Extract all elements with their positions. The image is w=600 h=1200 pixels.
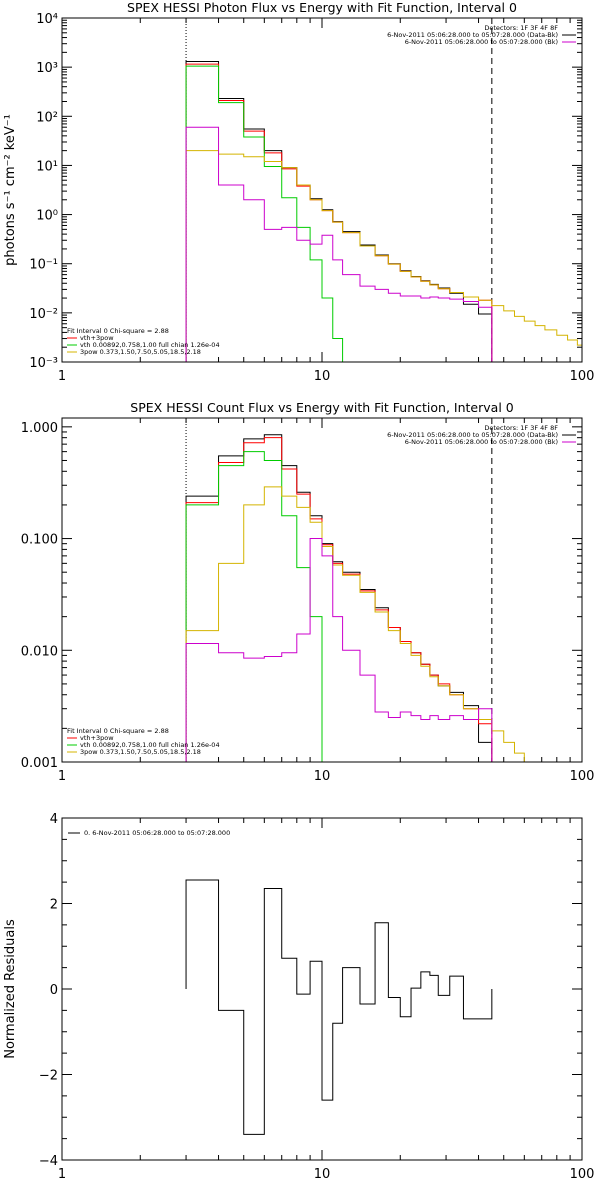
x-ticks xyxy=(61,818,571,1160)
y-tick-label: 10⁰ xyxy=(36,209,58,224)
series-step-line-2 xyxy=(185,63,493,362)
legend-topright-text: 6-Nov-2011 05:06:28.000 to 05:07:28.000 … xyxy=(387,431,558,439)
chart-panel-3: 1 10 100 −4 −2 0 2 4 Normalized Residuals 0. 6-No… xyxy=(3,812,594,1182)
series-group xyxy=(185,879,493,1135)
y-tick-label: 10¹ xyxy=(36,159,58,174)
x-tick-label: 100 xyxy=(570,369,595,384)
chart-panel-2: SPEX HESSI Count Flux vs Energy with Fit… xyxy=(21,400,595,784)
chart-title: SPEX HESSI Count Flux vs Energy with Fit… xyxy=(130,400,513,415)
plot-frame xyxy=(61,817,583,1161)
legend-bottomleft-text: vth 0.00892,0.758,1.00 full chian 1.26e-… xyxy=(80,741,220,749)
chart-panel-1: SPEX HESSI Photon Flux vs Energy with Fi… xyxy=(3,0,594,384)
legend-bottomleft-text: vth+3pow xyxy=(80,334,114,342)
y-tick-label: −2 xyxy=(39,1069,58,1084)
y-tick-label: 0.100 xyxy=(21,533,58,548)
x-tick-label: 1 xyxy=(58,1167,66,1182)
series-group xyxy=(185,434,558,762)
legend-topright-text: Detectors: 1F 3F 4F 8F xyxy=(484,424,558,432)
series-step-line-3 xyxy=(185,65,353,362)
plot-frame xyxy=(61,417,583,763)
y-ticks xyxy=(62,426,582,763)
y-tick-label: 10⁻³ xyxy=(29,356,58,371)
x-ticks xyxy=(61,18,571,362)
legend-bottomleft-text: 3pow 0.373,1.50,7.50,5.05,18.5,2.18 xyxy=(80,748,201,756)
y-tick-label: 0 xyxy=(50,983,58,998)
series-step-line-1 xyxy=(185,434,493,762)
chart-title: SPEX HESSI Photon Flux vs Energy with Fi… xyxy=(127,0,517,15)
series-step-line-5 xyxy=(185,538,493,762)
legend-topright-text: 6-Nov-2011 05:06:28.000 to 05:07:28.000 … xyxy=(387,31,558,39)
legend-topright-text: 6-Nov-2011 05:06:28.000 to 05:07:28.000 … xyxy=(405,38,558,46)
series-step-line-5 xyxy=(185,126,493,362)
y-tick-label: 1.000 xyxy=(21,421,58,436)
y-tick-label: 10⁴ xyxy=(36,12,58,27)
x-tick-label: 100 xyxy=(570,769,595,784)
series-step-line-4 xyxy=(185,486,558,762)
x-tick-label: 1 xyxy=(58,369,66,384)
y-tick-label: 2 xyxy=(50,898,58,913)
x-tick-label: 1 xyxy=(58,769,66,784)
x-tick-label: 10 xyxy=(314,769,331,784)
y-tick-label: 4 xyxy=(50,812,58,827)
y-tick-label: 10³ xyxy=(36,61,58,76)
plot-frame xyxy=(61,17,583,363)
x-tick-label: 10 xyxy=(314,1167,331,1182)
series-step-line-2 xyxy=(185,437,493,762)
y-tick-label: 10² xyxy=(36,110,58,125)
series-step-line-1 xyxy=(185,879,493,1135)
series-step-line-1 xyxy=(185,61,493,362)
y-tick-label: 10⁻¹ xyxy=(29,258,58,273)
legend-bottomleft-text: vth+3pow xyxy=(80,734,114,742)
series-step-line-4 xyxy=(185,150,582,362)
legend-bottomleft-text: Fit Interval 0 Chi-square = 2.88 xyxy=(67,327,169,335)
x-ticks xyxy=(61,418,571,762)
x-tick-label: 100 xyxy=(570,1167,595,1182)
legend-bottomleft-text: 3pow 0.373,1.50,7.50,5.05,18.5,2.18 xyxy=(80,348,201,356)
series-group xyxy=(185,61,582,362)
y-axis-label: photons s⁻¹ cm⁻² keV⁻¹ xyxy=(3,114,18,266)
y-tick-label: 0.010 xyxy=(21,644,58,659)
legend-topright-text: 6-Nov-2011 05:06:28.000 to 05:07:28.000 … xyxy=(405,438,558,446)
y-tick-label: 10⁻² xyxy=(29,307,58,322)
legend-topright-text: Detectors: 1F 3F 4F 8F xyxy=(484,24,558,32)
legend-bottomleft-text: vth 0.00892,0.758,1.00 full chian 1.26e-… xyxy=(80,341,220,349)
y-tick-label: 0.001 xyxy=(21,756,58,771)
y-axis-label: Normalized Residuals xyxy=(3,919,18,1059)
x-tick-label: 10 xyxy=(314,369,331,384)
y-tick-label: −4 xyxy=(39,1154,58,1169)
legend-bottomleft-text: Fit Interval 0 Chi-square = 2.88 xyxy=(67,727,169,735)
legend-topleft-text: 0. 6-Nov-2011 05:06:28.000 to 05:07:28.0… xyxy=(84,829,230,837)
